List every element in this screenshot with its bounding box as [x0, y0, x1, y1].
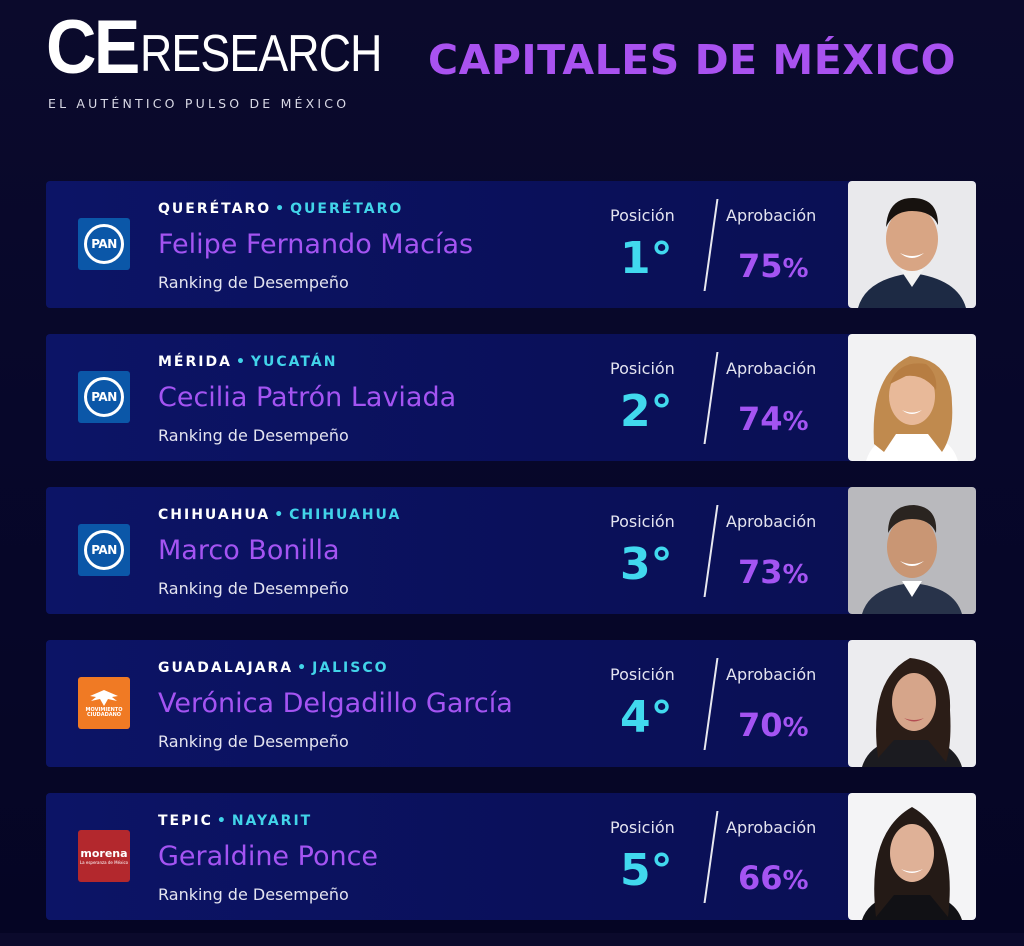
eagle-icon [90, 689, 118, 706]
ranking-card: morena La esperanza de México TEPIC • NAYARI… [46, 793, 976, 920]
party-label: morena [80, 847, 128, 860]
man-suit-smiling-photo [848, 487, 976, 614]
position-value: 3° [620, 539, 673, 590]
approval-label: Aprobación [726, 818, 817, 837]
approval-value: 70% [738, 706, 809, 744]
ranking-card: MOVIMIENTO CIUDADANO GUADALAJARA • JALISCO V… [46, 640, 976, 767]
separator-dot: • [274, 507, 286, 523]
location: TEPIC • NAYARIT [158, 813, 312, 829]
divider [703, 811, 719, 903]
movimiento-ciudadano-logo-icon: MOVIMIENTO CIUDADANO [78, 677, 130, 729]
logo-tagline: EL AUTÉNTICO PULSO DE MÉXICO [48, 96, 350, 111]
approval-label: Aprobación [726, 512, 817, 531]
approval-value: 66% [738, 859, 809, 897]
approval-number: 70 [738, 706, 783, 744]
party-logo: morena La esperanza de México [78, 830, 130, 882]
separator-dot: • [216, 813, 228, 829]
official-name: Cecilia Patrón Laviada [158, 382, 457, 413]
man-dark-hair-smiling-photo [848, 181, 976, 308]
city-name: QUERÉTARO [158, 201, 272, 217]
ranking-subtitle: Ranking de Desempeño [158, 426, 349, 445]
separator-dot: • [297, 660, 309, 676]
official-name: Geraldine Ponce [158, 841, 379, 872]
percent-sign: % [782, 713, 809, 743]
pan-logo-icon: PAN [78, 371, 130, 423]
pan-logo-icon: PAN [78, 218, 130, 270]
logo-research: RESEARCH [139, 25, 382, 83]
percent-sign: % [782, 560, 809, 590]
party-logo: MOVIMIENTO CIUDADANO [78, 677, 130, 729]
approval-number: 74 [738, 400, 783, 438]
ranking-subtitle: Ranking de Desempeño [158, 885, 349, 904]
approval-label: Aprobación [726, 665, 817, 684]
approval-number: 73 [738, 553, 783, 591]
position-value: 1° [620, 233, 673, 284]
location: GUADALAJARA • JALISCO [158, 660, 389, 676]
woman-blonde-smiling-photo [848, 334, 976, 461]
city-name: MÉRIDA [158, 354, 232, 370]
woman-long-dark-hair-photo [848, 793, 976, 920]
approval-label: Aprobación [726, 206, 817, 225]
state-name: NAYARIT [231, 813, 313, 829]
divider [703, 199, 719, 291]
ranking-card: PAN MÉRIDA • YUCATÁN Cecilia Patrón Laviada R… [46, 334, 976, 461]
city-name: GUADALAJARA [158, 660, 294, 676]
position-label: Posición [610, 206, 675, 225]
position-value: 5° [620, 845, 673, 896]
divider [703, 505, 719, 597]
ranking-subtitle: Ranking de Desempeño [158, 732, 349, 751]
ranking-card: PAN CHIHUAHUA • CHIHUAHUA Marco Bonilla Ranki… [46, 487, 976, 614]
party-tagline: La esperanza de México [79, 860, 129, 865]
state-name: JALISCO [312, 660, 389, 676]
pan-logo-icon: PAN [78, 524, 130, 576]
party-logo: PAN [78, 371, 130, 423]
morena-logo-icon: morena La esperanza de México [78, 830, 130, 882]
official-name: Felipe Fernando Macías [158, 229, 474, 260]
approval-value: 73% [738, 553, 809, 591]
ranking-subtitle: Ranking de Desempeño [158, 273, 349, 292]
position-label: Posición [610, 512, 675, 531]
approval-value: 75% [738, 247, 809, 285]
location: CHIHUAHUA • CHIHUAHUA [158, 507, 401, 523]
divider [703, 658, 719, 750]
party-logo: PAN [78, 218, 130, 270]
percent-sign: % [782, 254, 809, 284]
ranking-card: PAN QUERÉTARO • QUERÉTARO Felipe Fernando Ma… [46, 181, 976, 308]
party-label: PAN [91, 237, 117, 251]
official-name: Marco Bonilla [158, 535, 340, 566]
separator-dot: • [235, 354, 247, 370]
logo-ce: CE [46, 5, 140, 90]
approval-value: 74% [738, 400, 809, 438]
separator-dot: • [275, 201, 287, 217]
position-label: Posición [610, 359, 675, 378]
page-title: CAPITALES DE MÉXICO [428, 36, 957, 84]
divider [703, 352, 719, 444]
approval-label: Aprobación [726, 359, 817, 378]
location: QUERÉTARO • QUERÉTARO [158, 201, 403, 217]
position-label: Posición [610, 665, 675, 684]
party-label: PAN [91, 390, 117, 404]
ce-research-logo: CE RESEARCH EL AUTÉNTICO PULSO DE MÉXICO [46, 10, 421, 112]
state-name: CHIHUAHUA [289, 507, 402, 523]
ranking-list: PAN QUERÉTARO • QUERÉTARO Felipe Fernando Ma… [46, 181, 976, 946]
position-value: 4° [620, 692, 673, 743]
party-label: PAN [91, 543, 117, 557]
position-label: Posición [610, 818, 675, 837]
state-name: YUCATÁN [250, 354, 338, 370]
position-value: 2° [620, 386, 673, 437]
state-name: QUERÉTARO [290, 201, 404, 217]
approval-number: 75 [738, 247, 783, 285]
city-name: CHIHUAHUA [158, 507, 271, 523]
party-label: MOVIMIENTO CIUDADANO [85, 706, 123, 718]
percent-sign: % [782, 866, 809, 896]
party-logo: PAN [78, 524, 130, 576]
percent-sign: % [782, 407, 809, 437]
woman-dark-hair-photo [848, 640, 976, 767]
location: MÉRIDA • YUCATÁN [158, 354, 337, 370]
approval-number: 66 [738, 859, 783, 897]
logo-wordmark: CE RESEARCH [46, 10, 421, 86]
official-name: Verónica Delgadillo García [158, 688, 513, 719]
city-name: TEPIC [158, 813, 213, 829]
ranking-subtitle: Ranking de Desempeño [158, 579, 349, 598]
